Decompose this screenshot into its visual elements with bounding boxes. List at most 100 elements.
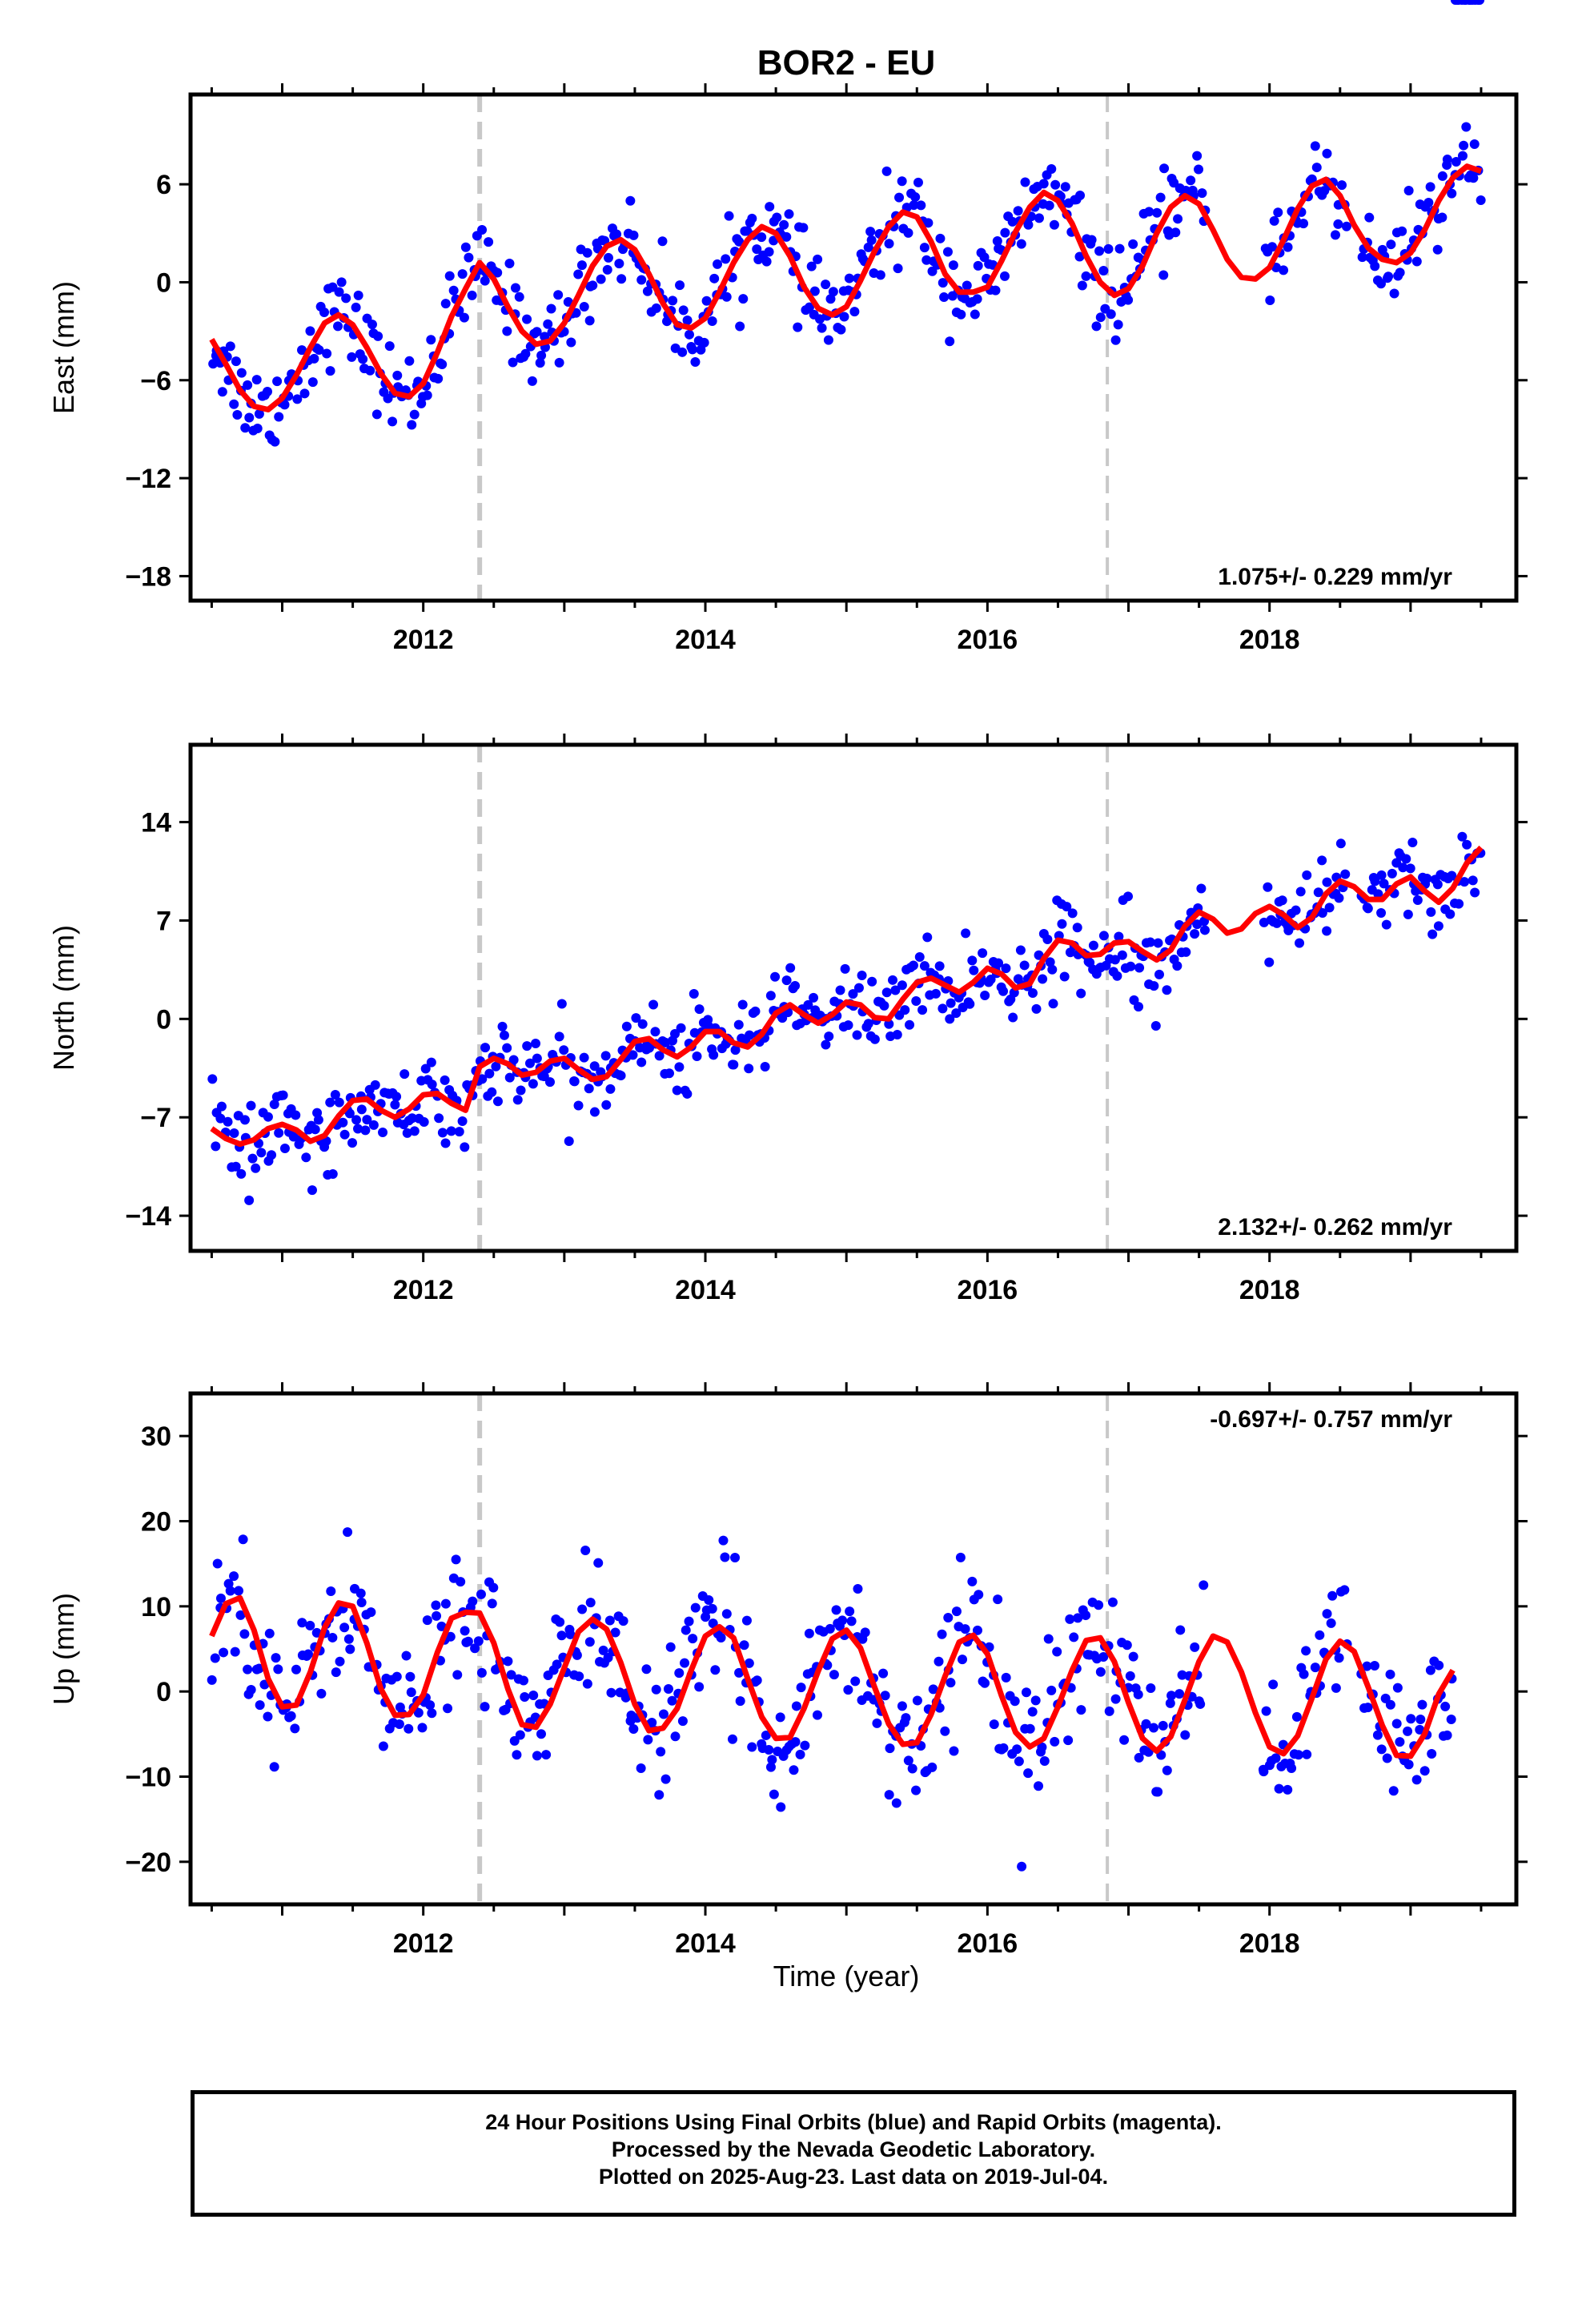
data-point <box>843 1685 853 1695</box>
rate-annotation: 2.132+/- 0.262 mm/yr <box>1218 1214 1452 1240</box>
data-point <box>291 1664 301 1675</box>
data-point <box>267 1150 277 1160</box>
data-point <box>1043 1634 1054 1644</box>
data-point <box>865 227 876 237</box>
data-point <box>1021 1687 1031 1698</box>
data-point <box>669 1028 680 1039</box>
data-point <box>721 254 731 264</box>
data-point <box>724 211 734 221</box>
data-point <box>309 353 319 364</box>
data-point <box>828 287 838 297</box>
data-point <box>1459 140 1469 151</box>
data-point <box>663 1684 673 1695</box>
footer-line-1: 24 Hour Positions Using Final Orbits (bl… <box>485 2110 1222 2134</box>
data-point <box>564 1136 574 1147</box>
data-point <box>484 237 494 247</box>
data-point <box>400 1069 410 1080</box>
data-point <box>857 970 867 980</box>
data-point <box>216 1101 227 1112</box>
data-point <box>989 1719 999 1730</box>
data-point <box>602 264 612 275</box>
data-point <box>1076 988 1086 999</box>
data-point <box>1001 963 1011 974</box>
data-point <box>990 285 1001 296</box>
data-point <box>969 965 979 975</box>
data-point <box>546 304 556 314</box>
data-point <box>670 1731 681 1742</box>
data-point <box>336 277 347 287</box>
data-point <box>251 1163 261 1173</box>
data-point <box>793 322 803 332</box>
model-curve <box>209 1594 1456 1759</box>
y-tick-label: 20 <box>141 1507 171 1538</box>
data-point <box>729 1059 739 1070</box>
data-point <box>243 380 253 390</box>
data-point <box>1088 940 1098 951</box>
data-point <box>675 280 685 291</box>
y-tick-label: −7 <box>140 1103 171 1133</box>
data-point <box>1376 1744 1387 1755</box>
data-point <box>269 1099 279 1109</box>
data-point <box>688 1634 698 1644</box>
data-point <box>1411 256 1422 267</box>
data-point <box>409 409 420 420</box>
data-point <box>1470 887 1480 898</box>
data-point <box>1461 122 1472 132</box>
data-point <box>1447 870 1457 881</box>
data-point <box>730 1045 741 1055</box>
data-point <box>972 1625 982 1635</box>
data-point <box>998 986 1009 996</box>
data-point <box>331 1667 341 1678</box>
data-point <box>919 961 930 971</box>
data-point <box>584 316 595 326</box>
data-point <box>431 1600 441 1610</box>
data-point <box>690 1602 701 1613</box>
y-tick-label: −18 <box>125 561 171 592</box>
x-tick-label: 2014 <box>675 625 736 655</box>
data-point <box>885 1743 895 1754</box>
data-point <box>440 1598 451 1609</box>
data-point <box>651 1684 661 1695</box>
data-point <box>690 357 701 368</box>
data-point <box>790 1737 801 1747</box>
data-point <box>919 243 930 253</box>
data-point <box>869 1034 880 1044</box>
data-point <box>1075 191 1086 201</box>
data-point <box>739 1640 749 1651</box>
y-tick-label: 14 <box>141 808 171 838</box>
x-tick-label: 2012 <box>393 625 454 655</box>
data-point <box>1327 1590 1338 1601</box>
data-point <box>1427 929 1438 939</box>
data-point <box>680 1658 690 1668</box>
data-point <box>694 1004 705 1015</box>
data-point <box>1047 964 1058 975</box>
data-point <box>1175 1625 1186 1635</box>
data-point <box>322 348 332 359</box>
data-point <box>497 1021 508 1031</box>
data-point <box>1015 945 1026 955</box>
data-point <box>544 1077 555 1088</box>
data-point <box>1077 280 1087 291</box>
data-point <box>1110 335 1121 345</box>
data-point <box>273 1664 283 1675</box>
data-point <box>476 1667 487 1678</box>
data-point <box>764 1744 774 1755</box>
data-point <box>437 1128 448 1138</box>
data-point <box>1264 957 1275 967</box>
data-point <box>1141 1719 1151 1729</box>
data-point <box>303 1649 313 1659</box>
data-point <box>668 296 678 306</box>
data-point <box>437 359 448 369</box>
data-point <box>307 377 318 388</box>
data-point <box>1317 907 1327 918</box>
data-point <box>738 294 749 304</box>
data-point <box>835 985 845 995</box>
data-point <box>256 1148 267 1158</box>
data-point <box>1337 180 1347 191</box>
data-point <box>347 1138 358 1148</box>
data-point <box>333 321 343 332</box>
data-point <box>255 1700 265 1711</box>
data-point <box>1155 192 1166 203</box>
data-point <box>765 202 775 212</box>
data-point <box>554 1031 564 1042</box>
